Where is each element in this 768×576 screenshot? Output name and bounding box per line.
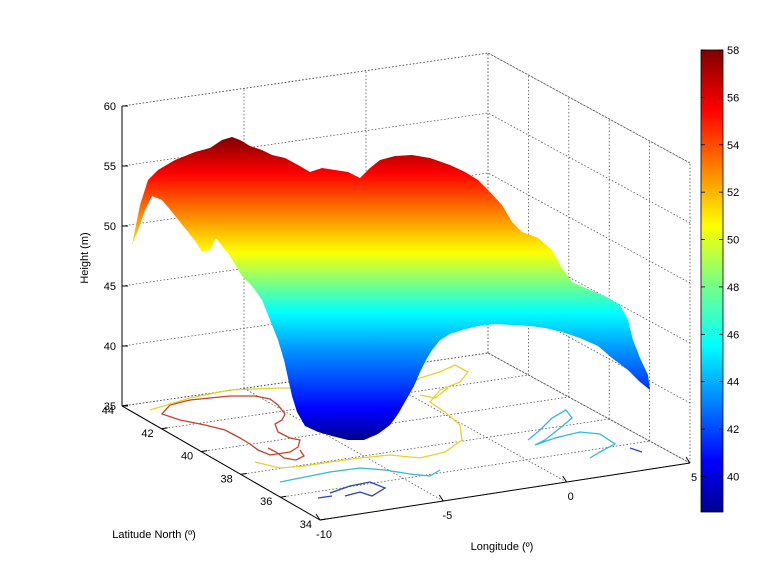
box-edge [487,352,691,464]
y-tick-label: 40 [181,451,193,463]
z-gridline [121,52,691,164]
axis-line [319,462,691,521]
z-tick-label: 35 [104,401,116,413]
contour-yellow-2 [419,387,449,399]
y-axis: 34 36 38 40 42 44 [102,404,327,531]
y-tick [201,450,208,453]
z-tick-label: 40 [104,341,116,353]
y-tick [121,404,129,407]
y-tick [240,472,247,475]
colorbar-tick-label: 48 [727,282,739,294]
colorbar-gradient [700,49,724,513]
colorbar-tick-label: 40 [727,471,739,483]
box-edge [121,352,489,407]
y-gridline-floor [161,374,529,430]
z-axis: 35 40 45 50 55 60 [104,101,128,413]
y-tick-label: 36 [260,496,272,508]
contour-blue [329,481,387,497]
x-tick-label: 5 [691,472,697,484]
x-tick-label: -10 [316,529,332,541]
z-tick-label: 60 [104,101,116,113]
y-tick-label: 34 [300,519,312,531]
box-edge [121,52,489,107]
x-tick [685,456,691,464]
z-tick-label: 45 [104,281,116,293]
colorbar-tick-label: 56 [727,92,739,104]
x-tick-label: 0 [568,491,574,503]
height-surface [132,137,650,440]
box-edge [487,52,691,164]
contour-blue-2 [317,495,333,499]
x-axis-label: Longitude (º) [471,541,534,553]
contour-red [160,395,301,456]
colorbar: 40 42 44 46 48 50 52 54 56 58 [700,45,739,513]
x-axis: -10 -5 0 5 [315,456,697,541]
y-tick [280,495,287,498]
z-tick-label: 55 [104,161,116,173]
contour-cyan [279,467,441,483]
x-tick [315,513,321,521]
surface-shape [132,137,650,440]
y-axis-label: Latitude North (º) [112,529,196,541]
y-tick [319,518,327,521]
y-tick-label: 42 [141,428,153,440]
contour-blue-3 [629,447,643,453]
z-tick-label: 50 [104,221,116,233]
colorbar-tick-label: 46 [727,329,739,341]
axis-line [121,405,321,521]
y-gridline-floor [280,440,650,498]
x-tick [438,494,444,502]
colorbar-tick-label: 58 [727,45,739,57]
x-tick [562,475,568,483]
y-gridline-floor [240,418,610,475]
contour-red-2 [267,447,305,461]
colorbar-tick-label: 44 [727,377,739,389]
x-gridline-floor [487,352,691,464]
colorbar-tick-label: 50 [727,235,739,247]
y-tick-label: 38 [221,473,233,485]
z-axis-label: Height (m) [79,232,91,283]
colorbar-tick-label: 52 [727,187,739,199]
colorbar-tick-label: 42 [727,424,739,436]
y-tick-label: 44 [102,405,114,417]
y-tick [161,427,168,430]
contour-cyan-2 [527,409,617,459]
x-tick-label: -5 [442,510,452,522]
colorbar-tick-label: 54 [727,140,739,152]
